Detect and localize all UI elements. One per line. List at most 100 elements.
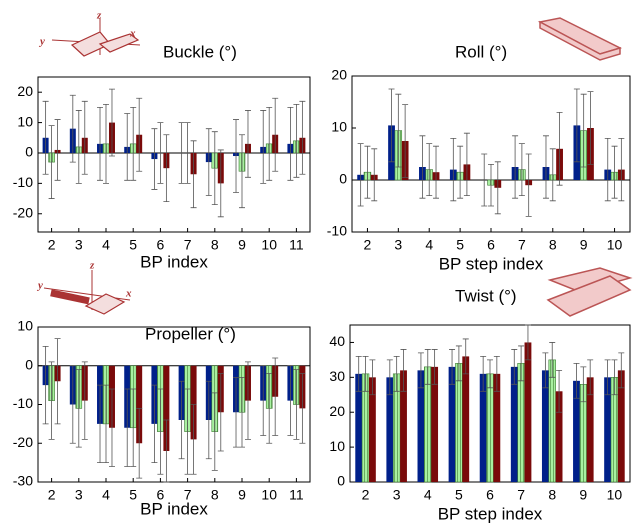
bar — [617, 370, 625, 482]
error-bar — [618, 352, 625, 389]
error-bar — [130, 388, 137, 467]
error-bar — [178, 380, 185, 460]
error-bar — [395, 93, 402, 168]
error-bar — [266, 106, 273, 181]
error-bar — [402, 104, 409, 178]
x-tick-label: 8 — [211, 237, 219, 253]
error-bar — [136, 97, 143, 172]
error-bar — [463, 132, 470, 196]
bar — [400, 370, 407, 482]
error-bar — [272, 357, 279, 436]
error-bar — [75, 369, 82, 448]
x-tick-label: 3 — [75, 487, 83, 503]
error-bar — [54, 119, 61, 181]
error-bar — [244, 361, 251, 440]
error-bar — [587, 359, 594, 396]
bar — [163, 365, 170, 451]
bar — [573, 380, 580, 482]
y-tick-label: -10 — [13, 395, 33, 411]
error-bar — [604, 138, 611, 202]
error-bar — [580, 93, 587, 168]
error-bar — [462, 338, 469, 375]
bar — [524, 342, 532, 482]
x-tick-label: 4 — [102, 237, 110, 253]
x-tick-label: 9 — [238, 237, 246, 253]
x-tick-label: 8 — [548, 487, 556, 503]
x-tick-label: 5 — [456, 237, 464, 253]
error-bar — [417, 352, 424, 389]
chart-title: Buckle (°) — [163, 42, 237, 61]
error-bar — [97, 384, 104, 464]
error-bar — [205, 380, 212, 460]
bar — [548, 359, 556, 483]
error-bar — [54, 338, 61, 425]
y-tick-label: -20 — [13, 204, 33, 220]
error-bar — [184, 388, 191, 475]
y-tick-label: -10 — [13, 174, 33, 190]
error-bar — [549, 148, 556, 202]
error-bar — [293, 103, 300, 178]
error-bar — [355, 356, 362, 392]
error-bar — [217, 149, 224, 218]
y-tick-label: 10 — [17, 318, 33, 334]
bar — [510, 366, 518, 482]
error-bar — [287, 365, 294, 436]
error-bar — [163, 419, 170, 483]
bar — [604, 377, 612, 482]
error-bar — [518, 345, 525, 382]
error-bar — [103, 384, 109, 464]
error-bar — [481, 153, 488, 207]
x-axis-label: BP step index — [438, 504, 543, 523]
y-tick-label: 20 — [17, 83, 33, 99]
error-bar — [525, 153, 532, 217]
error-bar — [611, 145, 618, 199]
error-bar — [450, 138, 457, 202]
y-tick-label: 20 — [329, 403, 345, 419]
y-tick-label: 0 — [337, 473, 345, 489]
error-bar — [493, 356, 500, 392]
error-bar — [512, 135, 519, 199]
error-bar — [393, 356, 400, 392]
error-bar — [244, 110, 251, 178]
error-bar — [48, 125, 55, 199]
error-bar — [549, 342, 556, 378]
x-tick-label: 6 — [157, 487, 165, 503]
x-tick-label: 7 — [184, 237, 192, 253]
x-tick-label: 8 — [211, 487, 219, 503]
error-bar — [184, 122, 191, 184]
error-bar — [42, 100, 49, 175]
chart-title: Propeller (°) — [145, 324, 236, 343]
error-bar — [400, 349, 407, 392]
chart-title: Twist (°) — [455, 286, 517, 305]
error-bar — [272, 97, 279, 172]
error-bar — [124, 113, 131, 181]
y-tick-label: -20 — [13, 434, 33, 450]
error-bar — [573, 88, 580, 163]
y-tick-label: 10 — [17, 113, 33, 129]
bar — [190, 365, 197, 440]
error-bar — [151, 128, 158, 190]
error-bar — [371, 148, 378, 202]
error-bar — [217, 373, 224, 452]
buckle-icon — [51, 18, 141, 57]
error-bar — [260, 110, 267, 184]
error-bar — [455, 345, 462, 382]
error-bar — [388, 88, 395, 163]
error-bar — [556, 369, 563, 413]
error-bar — [75, 110, 82, 184]
error-bar — [260, 365, 267, 436]
x-tick-label: 2 — [364, 237, 372, 253]
x-tick-label: 9 — [238, 487, 246, 503]
y-tick-label: 40 — [329, 333, 345, 349]
x-tick-label: 4 — [424, 487, 432, 503]
error-bar — [157, 388, 164, 475]
error-bar — [386, 359, 393, 396]
bar — [431, 366, 439, 482]
error-bar — [69, 365, 76, 444]
chart-title: Roll (°) — [455, 42, 507, 61]
x-tick-label: 7 — [517, 487, 525, 503]
x-tick-label: 3 — [75, 237, 83, 253]
error-bar — [573, 362, 580, 399]
bar — [462, 356, 470, 482]
x-tick-label: 2 — [48, 487, 56, 503]
